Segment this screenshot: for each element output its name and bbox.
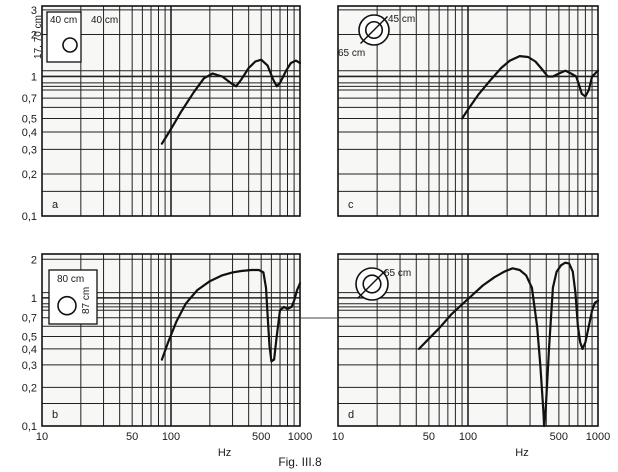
panel-c: c 45 cm 65 cm	[337, 5, 600, 217]
figure-caption: Fig. III.8	[278, 455, 322, 469]
inset-circle	[62, 37, 78, 53]
y-tick-label: 3	[31, 5, 37, 17]
y-tick-label: 0,1	[22, 421, 37, 433]
y-tick-label: 0,2	[22, 382, 37, 394]
x-tick-label: 10	[36, 431, 48, 443]
y-tick-label: 0,3	[22, 144, 37, 156]
inset-ring-inner	[362, 274, 382, 294]
y-tick-label: 0,7	[22, 93, 37, 105]
inset-label: 45 cm	[388, 14, 415, 25]
y-tick-label: 0,5	[22, 113, 37, 125]
inset-label: 40 cm	[50, 15, 77, 26]
y-tick-label: 0,1	[22, 211, 37, 223]
y-tick-label: 0,4	[22, 127, 37, 139]
inset-label: 80 cm	[57, 274, 84, 285]
inset-dimension-arrow	[360, 16, 388, 44]
y-tick-label: 2	[31, 254, 37, 266]
panel-d: 10 50 100 500 1000 Hz d 65 cm	[332, 253, 610, 459]
panel-label: b	[52, 409, 58, 421]
inset-diagram: 17, 70 cm 40 cm 40 cm	[33, 11, 118, 63]
x-tick-label: 100	[459, 431, 477, 443]
y-tick-label: 1	[31, 293, 37, 305]
series-line	[160, 268, 302, 363]
x-tick-label: 500	[550, 431, 568, 443]
y-tick-label: 1	[31, 71, 37, 83]
panel-b: 2 1 0,7 0,50,4 0,3 0,2 0,110 50 100 500 1000 Hz b 80 …	[22, 253, 312, 459]
inset-dimension-arrow	[357, 269, 387, 299]
y-tick-label: 0,5	[22, 331, 37, 343]
x-tick-label: 500	[252, 431, 270, 443]
x-tick-label: 100	[162, 431, 180, 443]
inset-label: 87 cm	[81, 287, 92, 314]
inset-circle	[57, 295, 77, 316]
y-tick-label: 2	[31, 29, 37, 41]
panel-label: a	[52, 199, 59, 211]
grid	[42, 6, 300, 216]
inset-box	[46, 11, 82, 63]
grid	[42, 254, 300, 426]
series-line	[417, 261, 600, 428]
x-tick-label: 50	[423, 431, 435, 443]
inset-label: 65 cm	[338, 48, 365, 59]
y-tick-label: 0,4	[22, 344, 37, 356]
x-axis-label: Hz	[515, 447, 528, 459]
inset-label: 40 cm	[91, 15, 118, 26]
x-tick-label: 50	[126, 431, 138, 443]
panel-a: 3 2 1 0,7 0,5 0,4 0,3 0,2 0,1 a 17, 70 cm 40 cm 40 c…	[22, 5, 302, 223]
inset-box	[48, 269, 98, 325]
grid	[338, 254, 598, 426]
x-axis-label: Hz	[218, 447, 231, 459]
series-line	[461, 55, 600, 120]
inset-ring-inner	[364, 20, 384, 40]
y-tick-label: 0,3	[22, 360, 37, 372]
plot-frame	[41, 5, 301, 217]
x-tick-label: 1000	[586, 431, 610, 443]
inset-diagram: 65 cm	[355, 267, 411, 301]
inset-label: 17, 70 cm	[33, 15, 44, 59]
inset-diagram: 45 cm 65 cm	[338, 14, 415, 59]
series-line	[160, 58, 302, 145]
y-tick-label: 0,7	[22, 313, 37, 325]
inset-label: 65 cm	[384, 268, 411, 279]
y-tick-label: 0,2	[22, 169, 37, 181]
x-tick-label: 10	[332, 431, 344, 443]
plot-frame	[337, 253, 599, 427]
panel-label: d	[348, 409, 354, 421]
plot-frame	[337, 5, 599, 217]
x-tick-label: 1000	[288, 431, 312, 443]
panel-label: c	[348, 199, 354, 211]
inset-diagram: 80 cm 87 cm	[48, 269, 98, 325]
plot-frame	[41, 253, 301, 427]
